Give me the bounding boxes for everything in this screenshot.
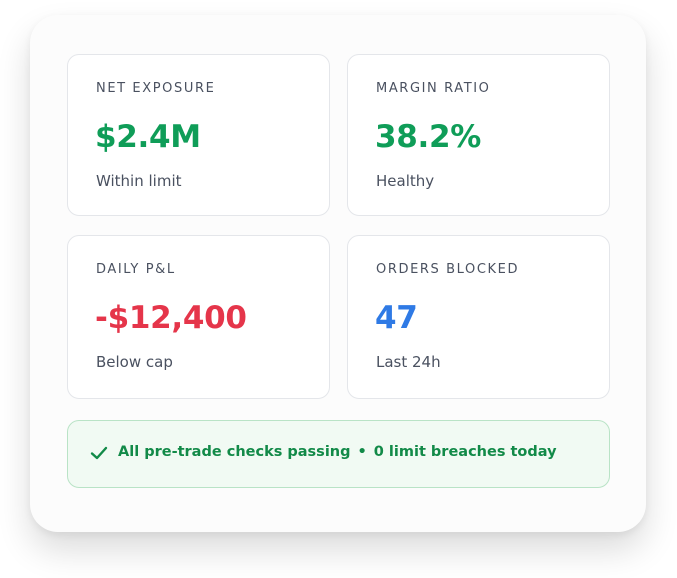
card-daily-pnl: DAILY P&L -$12,400 Below cap (67, 235, 330, 399)
card-value: 47 (375, 300, 418, 336)
card-label: MARGIN RATIO (376, 81, 491, 96)
card-label: NET EXPOSURE (96, 81, 216, 96)
card-label: DAILY P&L (96, 262, 176, 277)
check-icon (90, 446, 108, 460)
card-sub: Healthy (376, 172, 435, 190)
card-sub: Below cap (96, 353, 173, 371)
card-orders-blocked: ORDERS BLOCKED 47 Last 24h (347, 235, 610, 399)
card-margin-ratio: MARGIN RATIO 38.2% Healthy (347, 54, 610, 216)
status-primary: All pre-trade checks passing (118, 444, 351, 460)
card-net-exposure: NET EXPOSURE $2.4M Within limit (67, 54, 330, 216)
status-secondary: 0 limit breaches today (373, 444, 557, 460)
card-label: ORDERS BLOCKED (376, 262, 520, 277)
card-value: 38.2% (375, 119, 482, 155)
card-value: -$12,400 (95, 300, 247, 336)
status-separator: • (357, 444, 367, 460)
card-sub: Last 24h (376, 353, 441, 371)
card-sub: Within limit (96, 172, 182, 190)
risk-summary-panel: NET EXPOSURE $2.4M Within limit MARGIN R… (30, 15, 646, 532)
status-message: All pre-trade checks passing • 0 limit bre… (118, 444, 557, 460)
card-value: $2.4M (95, 119, 201, 155)
status-banner: All pre-trade checks passing • 0 limit bre… (67, 420, 610, 488)
